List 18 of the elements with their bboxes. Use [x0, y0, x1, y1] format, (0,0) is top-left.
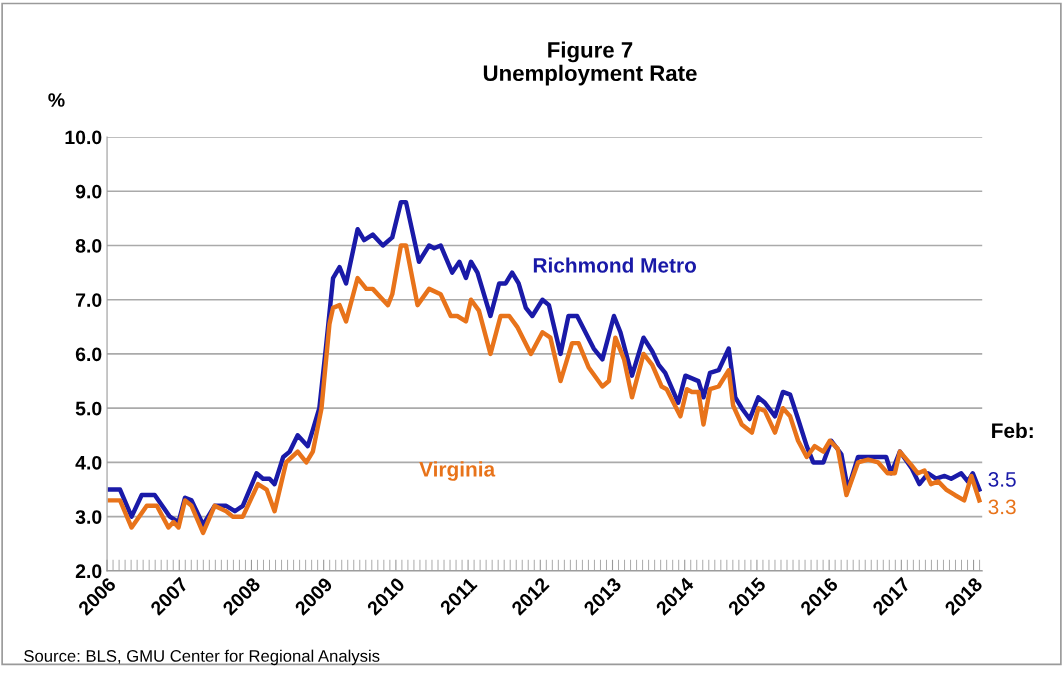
- text: Virginia: [419, 461, 496, 481]
- y-tick-label: 8.0: [75, 238, 102, 253]
- y-tick-label: 7.0: [75, 293, 102, 307]
- y-tick-label: 3.0: [75, 510, 102, 524]
- chart-title: Figure 7 Unemployment Rate: [483, 41, 697, 86]
- series-label: Richmond Metro: [533, 257, 696, 273]
- data-label: 3.3: [988, 499, 1016, 515]
- source-note: Source: BLS, GMU Center for Regional Analysis: [24, 649, 380, 666]
- data-label: 3.5: [988, 472, 1016, 487]
- y-tick-label: 4.0: [75, 455, 102, 470]
- y-tick-label: 10.0: [65, 130, 102, 145]
- line-series: [107, 243, 982, 536]
- text: Feb:: [992, 422, 1033, 439]
- y-tick-label: 2.0: [75, 564, 102, 579]
- y-tick-label: 6.0: [75, 347, 102, 362]
- y-tick-label: 5.0: [75, 401, 102, 416]
- y-axis-title: %: [48, 93, 65, 107]
- y-tick-label: 9.0: [75, 184, 102, 199]
